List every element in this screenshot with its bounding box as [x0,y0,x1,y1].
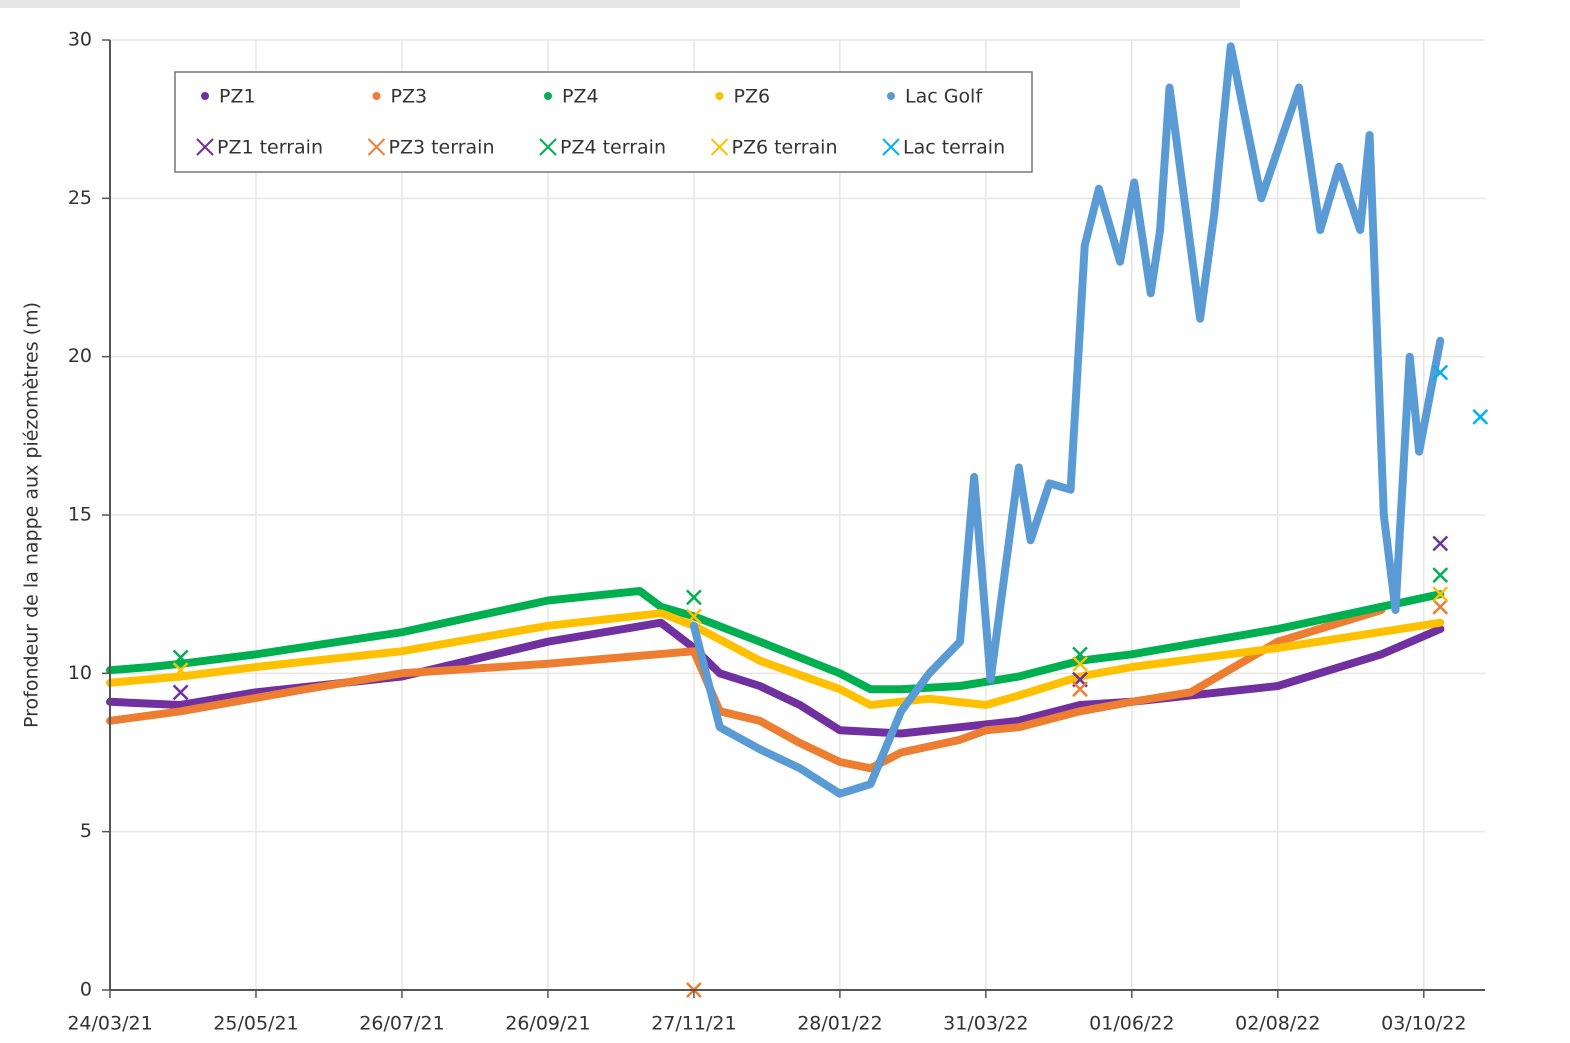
terrain-marker [686,589,702,606]
terrain-marker [1432,598,1449,615]
legend-label: PZ3 terrain [389,137,495,159]
x-tick-label: 24/03/21 [67,1013,152,1035]
y-tick-label: 0 [80,979,92,1001]
x-tick-label: 26/07/21 [359,1013,444,1035]
legend-marker [539,138,557,156]
legend-marker [367,138,386,156]
terrain-marker [1432,567,1449,584]
legend: PZ1 PZ3 PZ4 PZ6 Lac Golf PZ1 terrain PZ3 terra… [174,71,1033,173]
terrain-marker [1432,364,1449,381]
x-tick-label: 27/11/21 [651,1013,736,1035]
y-tick-label: 25 [68,187,92,209]
x-tick-label: 02/08/22 [1235,1013,1320,1035]
terrain-marker [686,608,702,625]
legend-label: Lac Golf [905,86,983,108]
legend-label: Lac terrain [903,137,1005,159]
legend-marker [710,138,729,156]
y-tick-label: 5 [80,820,92,842]
x-tick-label: 03/10/22 [1381,1013,1466,1035]
legend-box [174,71,1033,173]
plot-marks [106,42,1489,998]
legend-label: PZ1 [219,86,256,108]
terrain-marker [172,649,189,666]
legend-label: PZ4 [562,86,599,108]
y-tick-label: 30 [68,29,92,51]
x-tick-label: 01/06/22 [1089,1013,1174,1035]
series-line [106,587,1445,694]
y-axis-label: Profondeur de la nappe aux piézomètres (… [21,302,43,728]
legend-marker [196,138,214,156]
terrain-marker [1432,535,1449,552]
terrain-marker [172,662,189,679]
x-tick-label: 25/05/21 [213,1013,298,1035]
axes: 0 5 10 15 20 25 30 24/03/21 25/05/21 26/07/21 26/0… [67,29,1485,1035]
top-strip [0,0,1240,8]
legend-label: PZ6 terrain [732,137,838,159]
legend-label: PZ6 [734,86,771,108]
legend-marker [715,92,724,100]
legend-marker [887,92,895,100]
y-tick-label: 15 [68,504,92,526]
terrain-marker [1072,655,1088,672]
y-tick-label: 10 [68,662,92,684]
legend-label: PZ3 [391,86,428,108]
x-tick-label: 28/01/22 [797,1013,882,1035]
y-tick-label: 20 [68,345,92,367]
terrain-marker [1432,586,1449,603]
series-line [689,42,1445,798]
x-tick-label: 31/03/22 [943,1013,1028,1035]
legend-marker [201,92,209,100]
series-line [106,609,1445,709]
series-line [106,606,1386,773]
x-tick-label: 26/09/21 [505,1013,590,1035]
legend-marker [882,138,900,156]
legend-marker [372,92,381,100]
terrain-marker [1072,681,1088,698]
terrain-marker [172,684,189,701]
legend-marker [544,92,552,100]
legend-label: PZ1 terrain [217,137,323,159]
terrain-marker [1472,408,1489,425]
legend-label: PZ4 terrain [560,137,666,159]
